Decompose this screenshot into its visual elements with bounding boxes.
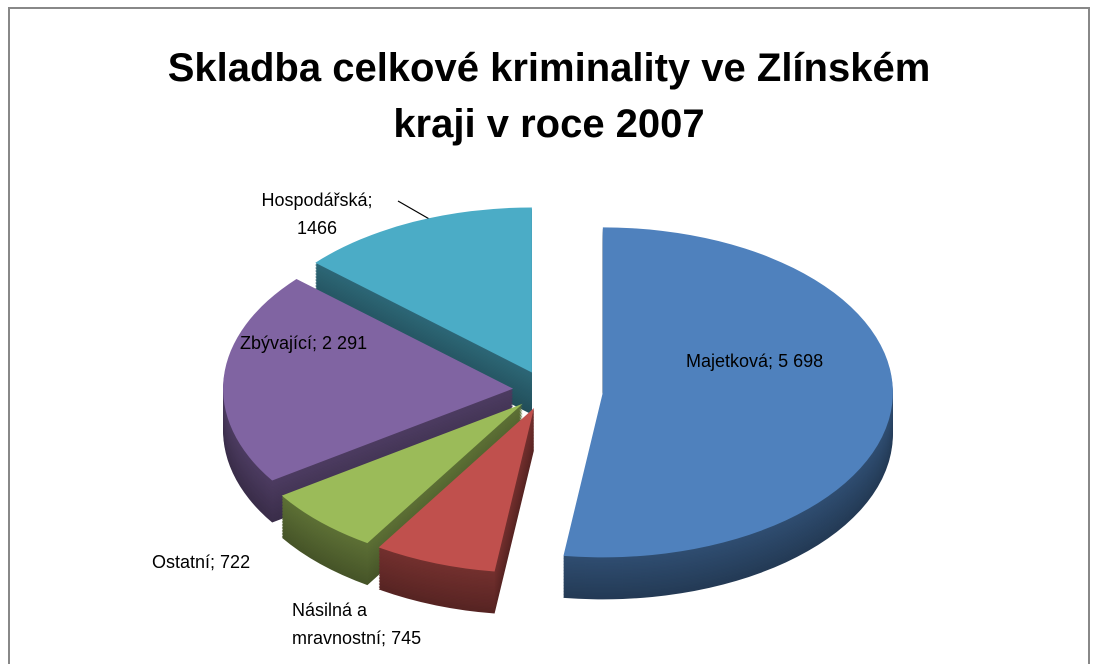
slice bbox=[281, 403, 523, 544]
slice bbox=[315, 207, 532, 373]
label-separator: ; bbox=[768, 351, 779, 371]
data-label: Majetková; 5 698 bbox=[686, 347, 906, 375]
value-label: 722 bbox=[220, 552, 251, 572]
category-name: Zbývající bbox=[240, 333, 313, 353]
chart-title: Skladba celkové kriminality ve Zlínském … bbox=[167, 46, 931, 146]
category-name: Hospodářská bbox=[261, 190, 368, 210]
chart-border bbox=[8, 7, 1090, 664]
slice bbox=[223, 278, 514, 481]
data-label: Násilná a mravnostní; 745 bbox=[292, 596, 452, 652]
value-label: 745 bbox=[391, 628, 422, 648]
slice bbox=[378, 408, 535, 572]
data-label: Ostatní; 722 bbox=[152, 548, 312, 576]
value-label: 1466 bbox=[296, 218, 338, 238]
slice bbox=[563, 227, 893, 558]
value-label: 2 291 bbox=[322, 333, 368, 353]
category-name: Ostatní bbox=[152, 552, 211, 572]
value-label: 5 698 bbox=[778, 351, 824, 371]
label-separator: ; bbox=[381, 628, 392, 648]
category-name: Majetková bbox=[686, 351, 769, 371]
data-label: Zbývající; 2 291 bbox=[240, 329, 440, 357]
label-separator: ; bbox=[312, 333, 323, 353]
category-name: Násilná a mravnostní bbox=[292, 600, 382, 648]
label-separator: ; bbox=[210, 552, 221, 572]
label-separator: ; bbox=[367, 190, 378, 210]
data-label: Hospodářská; 1466 bbox=[242, 186, 392, 242]
